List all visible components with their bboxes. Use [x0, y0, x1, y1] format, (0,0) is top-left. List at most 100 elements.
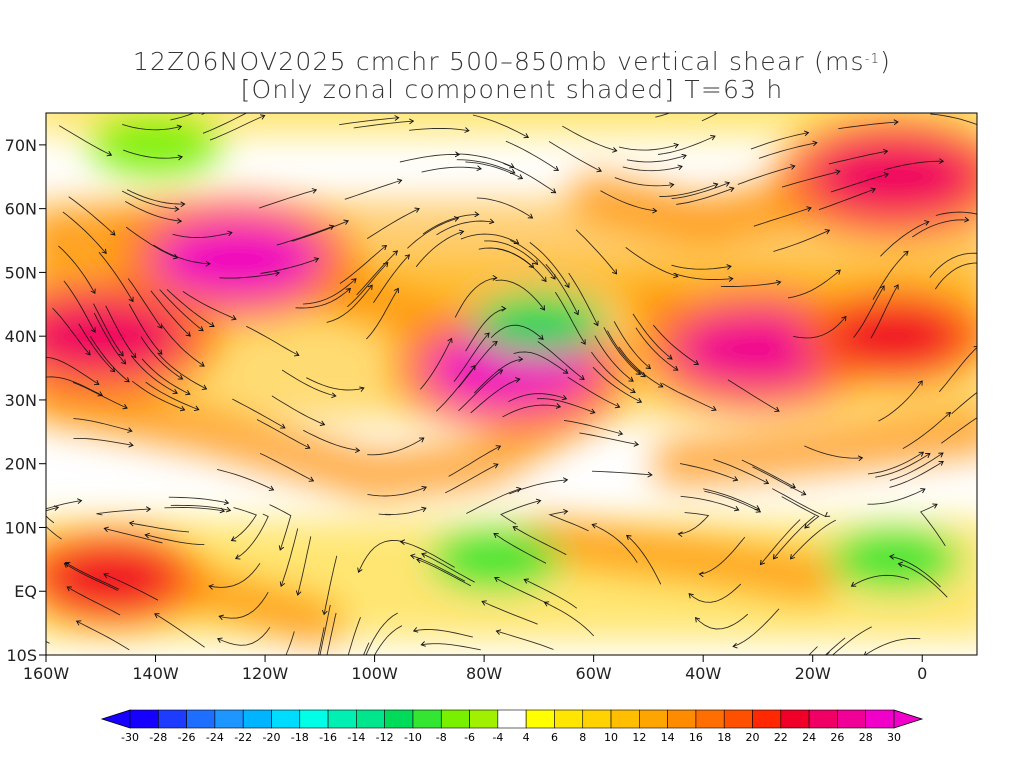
streamline-arrow [6, 603, 10, 608]
streamline-arrow [103, 572, 109, 579]
streamline-arrow [367, 284, 373, 290]
streamline-arrow [518, 356, 524, 362]
streamline [421, 643, 481, 651]
streamline [503, 163, 556, 194]
streamline [562, 125, 617, 152]
lon-tick-label: 160W [23, 664, 70, 683]
streamline-arrow [580, 339, 586, 345]
streamline [851, 574, 910, 587]
streamline-arrow [561, 394, 568, 401]
streamline [260, 258, 319, 274]
lon-tick-label: 80W [466, 664, 502, 683]
streamline-arrow [635, 369, 641, 375]
streamline-arrow [128, 296, 134, 303]
streamline-arrow [393, 287, 399, 294]
shear-minimum [828, 529, 961, 590]
streamline-arrow [857, 455, 864, 462]
streamline [347, 262, 389, 308]
streamline [872, 250, 909, 300]
lat-tick-label: 30N [5, 391, 37, 410]
streamline [472, 114, 529, 138]
streamline [127, 278, 163, 329]
streamline-arrow [278, 545, 285, 551]
streamline [919, 503, 946, 547]
colorbar-min-extension [100, 709, 131, 729]
streamline-arrow [421, 552, 427, 558]
streamline-arrow [633, 441, 640, 447]
streamline-arrow [392, 250, 399, 256]
streamline [912, 219, 969, 238]
streamline [614, 177, 674, 187]
shear-maximum [46, 297, 185, 375]
streamline [150, 290, 191, 337]
colorbar-swatch [667, 709, 697, 729]
streamline [217, 626, 271, 646]
lon-tick-label: 0 [917, 664, 927, 683]
streamline-arrow [177, 374, 184, 380]
streamline-arrow [976, 254, 977, 256]
streamline [416, 558, 472, 587]
streamline [291, 220, 349, 242]
streamline [592, 366, 642, 403]
streamline-arrow [421, 485, 427, 492]
streamline-arrow [231, 315, 237, 321]
streamline [182, 291, 237, 320]
streamline-arrow [494, 576, 500, 583]
colorbar-swatch [440, 709, 470, 729]
streamline-arrow [359, 386, 365, 392]
streamline-arrow [501, 305, 507, 312]
streamline-arrow [612, 269, 618, 275]
streamline [505, 140, 559, 171]
streamline [46, 640, 50, 644]
streamlines [6, 86, 977, 672]
jet-streak [46, 376, 617, 500]
streamline-arrow [328, 224, 335, 230]
streamline-arrow [317, 659, 322, 664]
streamline-arrow [176, 124, 183, 131]
colorbar-level-label: 24 [802, 731, 816, 744]
colorbar-swatch [356, 709, 385, 729]
streamline-arrow [850, 581, 857, 587]
streamline-arrow [208, 584, 214, 590]
streamline [676, 187, 734, 205]
streamline [787, 269, 841, 299]
streamline-arrow [230, 536, 237, 542]
streamline [66, 586, 121, 616]
streamline-arrow [590, 408, 596, 415]
streamline-arrow [250, 86, 255, 90]
streamline-arrow [322, 667, 327, 672]
colorbar-swatch [412, 709, 442, 729]
streamline [828, 150, 888, 165]
streamline [513, 351, 568, 374]
shading-band [46, 113, 977, 135]
lon-tick-label: 120W [242, 664, 289, 683]
streamline [319, 654, 321, 655]
streamline [209, 562, 261, 588]
streamline [78, 323, 115, 373]
colorbar-level-label: 22 [774, 731, 788, 744]
streamline [295, 288, 351, 309]
streamline-arrow [253, 107, 258, 112]
streamline [658, 135, 716, 155]
colorbar-swatch [497, 709, 527, 729]
streamline-arrow [201, 384, 208, 390]
streamline [704, 490, 761, 513]
streamline [473, 358, 523, 394]
streamline [297, 536, 312, 596]
streamline [870, 284, 899, 339]
streamline-arrow [412, 627, 419, 633]
streamline-arrow [677, 531, 683, 538]
streamline-arrow [681, 153, 687, 160]
streamline-arrow [124, 377, 130, 383]
streamline-arrow [863, 651, 867, 655]
streamline [655, 113, 671, 118]
streamline-arrow [728, 276, 734, 282]
lat-tick-label: 10N [5, 518, 37, 537]
streamline-arrow [897, 561, 904, 568]
streamline-arrow [295, 590, 302, 596]
colorbar-level-label: 4 [523, 731, 530, 744]
colorbar-level-label: -24 [206, 731, 224, 744]
streamline [367, 437, 425, 456]
streamline-arrow [394, 115, 400, 121]
streamline [160, 324, 205, 367]
